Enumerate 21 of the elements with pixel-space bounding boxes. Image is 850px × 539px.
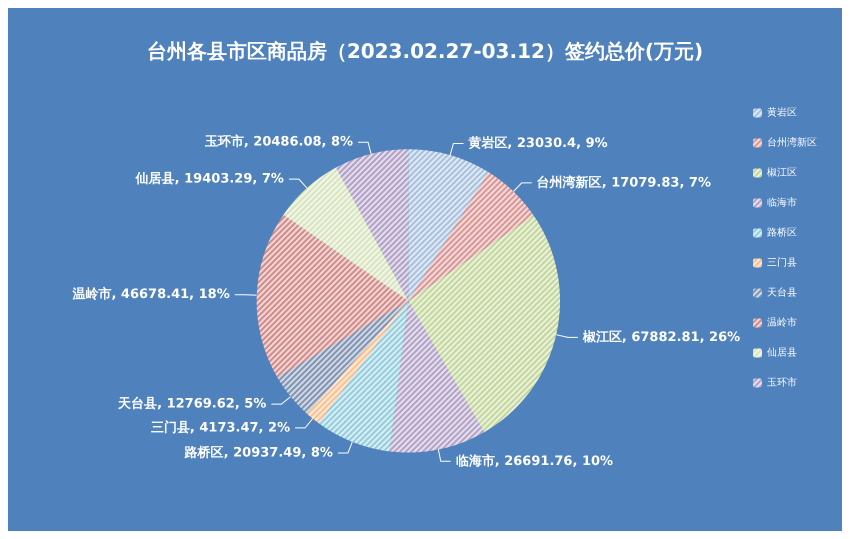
data-label: 三门县, 4173.47, 2% xyxy=(150,419,290,436)
legend-label: 黄岩区 xyxy=(767,106,797,118)
data-label: 临海市, 26691.76, 10% xyxy=(456,452,614,469)
data-label: 椒江区, 67882.81, 26% xyxy=(582,330,740,345)
data-label: 玉环市, 20486.08, 8% xyxy=(204,134,354,150)
data-label: 仙居县, 19403.29, 7% xyxy=(134,172,284,187)
data-label: 路桥区, 20937.49, 8% xyxy=(184,446,333,460)
data-label: 天台县, 12769.62, 5% xyxy=(117,396,266,412)
legend-label: 天台县 xyxy=(767,286,797,298)
legend-label: 仙居县 xyxy=(767,348,797,358)
legend-label: 椒江区 xyxy=(767,166,797,178)
legend-label: 台州湾新区 xyxy=(767,136,817,148)
legend-label: 临海市 xyxy=(767,196,797,208)
legend-label: 路桥区 xyxy=(767,226,797,238)
legend-label: 温岭市 xyxy=(767,316,797,328)
data-label: 黄岩区, 23030.4, 9% xyxy=(467,136,608,152)
legend-label: 三门县 xyxy=(767,256,797,268)
data-label: 温岭市, 46678.41, 18% xyxy=(71,286,230,302)
legend-label: 玉环市 xyxy=(767,376,797,388)
chart-title: 台州各县市区商品房（2023.02.27-03.12）签约总价(万元) xyxy=(146,39,704,63)
data-label: 台州湾新区, 17079.83, 7% xyxy=(536,174,711,190)
